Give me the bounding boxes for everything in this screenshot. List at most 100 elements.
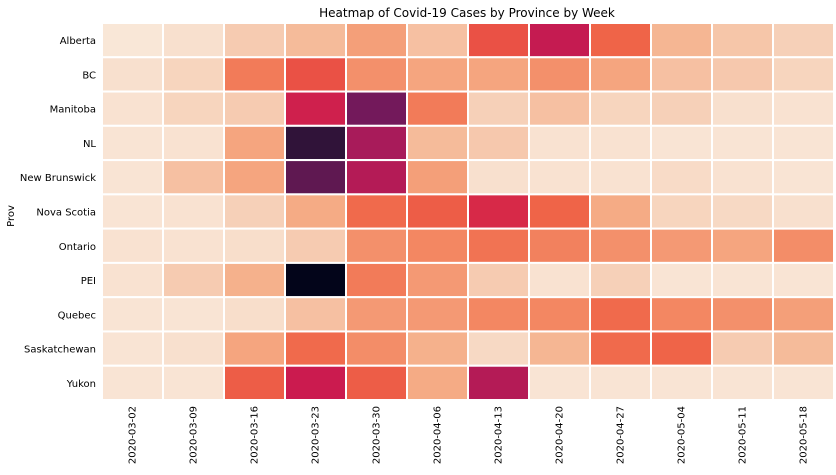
heatmap-cell: [101, 261, 164, 299]
heatmap-cell: [711, 296, 774, 333]
y-tick-label: NL: [83, 139, 96, 150]
heatmap-cell: [284, 296, 347, 333]
heatmap-cell: [284, 227, 347, 264]
heatmap-cell: [467, 227, 530, 264]
heatmap-cell: [772, 364, 835, 401]
heatmap-cell: [162, 56, 225, 93]
heatmap-cell: [223, 159, 286, 196]
heatmap-cell: [589, 227, 652, 264]
heatmap-cell: [467, 124, 530, 162]
heatmap-cell: [284, 364, 347, 401]
heatmap-cell: [345, 296, 408, 333]
heatmap-cell: [345, 159, 408, 196]
heatmap-cell: [284, 159, 347, 196]
y-tick-label: Saskatchewan: [24, 345, 96, 356]
heatmap-cell: [345, 124, 408, 162]
heatmap-cell: [467, 159, 530, 196]
heatmap-cell: [406, 330, 469, 367]
heatmap-cell: [467, 22, 530, 59]
heatmap-cell: [467, 193, 530, 230]
x-tick-label: 2020-03-23: [311, 406, 322, 464]
heatmap-cell: [284, 22, 347, 59]
heatmap-cell: [223, 296, 286, 333]
heatmap-cell: [223, 261, 286, 299]
heatmap-cell: [223, 124, 286, 162]
x-tick-label: 2020-04-06: [433, 406, 444, 464]
y-tick-label: New Brunswick: [20, 173, 96, 184]
heatmap-cell: [162, 296, 225, 333]
heatmap-cell: [711, 56, 774, 93]
heatmap-cell: [101, 296, 164, 333]
heatmap-cell: [162, 330, 225, 367]
heatmap-cell: [223, 364, 286, 401]
heatmap-cell: [772, 296, 835, 333]
heatmap-cell: [528, 261, 591, 299]
y-tick-label: Alberta: [60, 36, 96, 47]
heatmap-cell: [589, 90, 652, 127]
heatmap-cell: [162, 159, 225, 196]
heatmap-cell: [467, 90, 530, 127]
heatmap-cell: [345, 227, 408, 264]
heatmap-cell: [284, 90, 347, 127]
heatmap-cell: [101, 227, 164, 264]
heatmap-cell: [650, 56, 713, 93]
heatmap-cell: [589, 261, 652, 299]
heatmap-cell: [589, 296, 652, 333]
heatmap-cell: [284, 56, 347, 93]
heatmap-cell: [162, 193, 225, 230]
y-tick-label: BC: [82, 70, 96, 81]
chart-title: Heatmap of Covid-19 Cases by Province by…: [319, 6, 615, 20]
y-tick-label: Nova Scotia: [36, 208, 96, 219]
x-tick-label: 2020-05-18: [799, 406, 810, 464]
heatmap-cell: [223, 90, 286, 127]
heatmap-cell: [589, 193, 652, 230]
heatmap-cell: [101, 22, 164, 59]
heatmap-cell: [223, 22, 286, 59]
heatmap-cell: [650, 364, 713, 401]
y-tick-label: Manitoba: [50, 105, 96, 116]
heatmap-cell: [467, 330, 530, 367]
heatmap-cell: [528, 159, 591, 196]
heatmap-cell: [284, 330, 347, 367]
x-tick-label: 2020-04-13: [494, 406, 505, 464]
heatmap-cell: [162, 124, 225, 162]
heatmap-cell: [711, 124, 774, 162]
x-tick-label: 2020-03-02: [128, 406, 139, 464]
heatmap-cell: [162, 227, 225, 264]
heatmap-cell: [223, 227, 286, 264]
heatmap-cell: [406, 56, 469, 93]
heatmap-cell: [528, 56, 591, 93]
heatmap-cell: [711, 330, 774, 367]
x-tick-labels: 2020-03-02 2020-03-09 2020-03-16 2020-03-23…: [128, 406, 810, 464]
heatmap-cell: [406, 227, 469, 264]
x-tick-label: 2020-04-20: [555, 406, 566, 464]
heatmap-cell: [772, 124, 835, 162]
y-tick-label: Quebec: [58, 310, 96, 321]
heatmap-cell: [101, 124, 164, 162]
heatmap-cell: [345, 364, 408, 401]
heatmap-cell: [772, 261, 835, 299]
heatmap-cell: [589, 364, 652, 401]
y-tick-label: PEI: [81, 276, 96, 287]
heatmap-cell: [345, 22, 408, 59]
heatmap-cell: [589, 330, 652, 367]
heatmap-cell: [650, 90, 713, 127]
heatmap-cell: [589, 159, 652, 196]
heatmap-cell: [711, 227, 774, 264]
heatmap-cell: [345, 261, 408, 299]
heatmap-cell: [528, 227, 591, 264]
heatmap-cell: [650, 227, 713, 264]
heatmap-cell: [467, 56, 530, 93]
heatmap-cell: [406, 364, 469, 401]
heatmap-cell: [345, 56, 408, 93]
heatmap-cell: [711, 261, 774, 299]
heatmap-cell: [589, 124, 652, 162]
heatmap-cell: [345, 90, 408, 127]
heatmap-cell: [650, 330, 713, 367]
heatmap-cell: [711, 364, 774, 401]
heatmap-cell: [528, 90, 591, 127]
heatmap-cell: [528, 330, 591, 367]
heatmap-cell: [772, 193, 835, 230]
heatmap-cell: [467, 261, 530, 299]
